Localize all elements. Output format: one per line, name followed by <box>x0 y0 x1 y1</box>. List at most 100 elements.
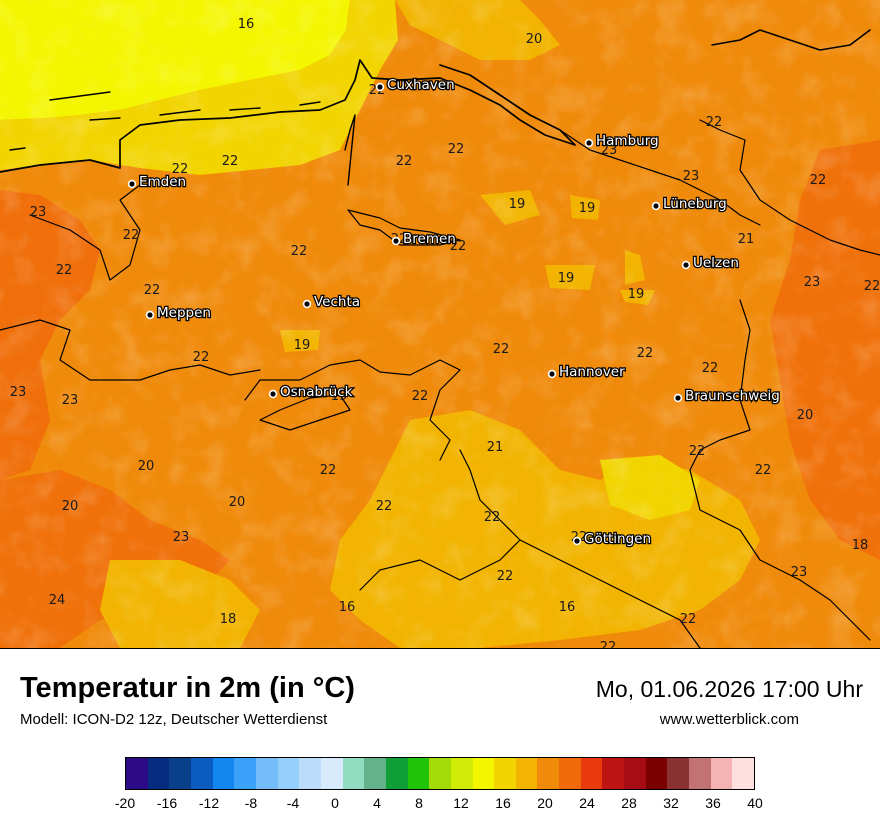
temp-value-label: 20 <box>138 459 155 474</box>
state-border-south2 <box>519 539 701 648</box>
temp-value-label: 22 <box>320 463 337 478</box>
temperature-values: 16 20 22 22 23 22 22 22 22 23 22 19 19 23 22 21 22 22 22 22… <box>10 17 880 648</box>
city-marker[interactable]: Hannover <box>547 363 626 381</box>
state-border-west <box>29 184 141 281</box>
legend-swatch <box>515 758 538 789</box>
temp-value-label: 22 <box>702 361 719 376</box>
legend-tick-label: 40 <box>747 795 763 811</box>
city-marker[interactable]: Cuxhaven <box>375 76 456 94</box>
legend-swatch <box>169 758 191 789</box>
legend-swatch <box>624 758 646 789</box>
temp-value-label: 19 <box>509 197 526 212</box>
legend-swatch <box>126 758 148 789</box>
bremen-border <box>347 209 461 246</box>
state-border-east2 <box>689 299 871 641</box>
city-marker[interactable]: Göttingen <box>572 530 652 548</box>
temp-value-label: 19 <box>579 201 596 216</box>
legend-swatch <box>710 758 733 789</box>
color-legend <box>125 757 755 790</box>
legend-swatch <box>234 758 256 789</box>
city-marker[interactable]: Uelzen <box>681 254 740 272</box>
temp-value-label: 18 <box>852 538 869 553</box>
temp-value-label: 22 <box>689 444 706 459</box>
temp-value-label: 23 <box>173 530 190 545</box>
city-label: Hamburg <box>596 133 659 149</box>
legend-tick-label: 28 <box>621 795 637 811</box>
legend-swatch <box>342 758 365 789</box>
city-dot <box>673 393 683 403</box>
legend-swatch <box>667 758 690 789</box>
river-elbe <box>559 129 761 226</box>
legend-swatch <box>277 758 300 789</box>
city-label: Emden <box>139 174 186 190</box>
temp-value-label: 22 <box>680 612 697 627</box>
temp-value-label: 23 <box>683 169 700 184</box>
legend-ticks: -20 -16 -12 -8 -4 0 4 8 12 16 20 24 28 32 36 40 <box>115 795 763 815</box>
legend-tick-label: 0 <box>331 795 339 811</box>
legend-tick-label: 20 <box>537 795 553 811</box>
temp-value-label: 23 <box>601 143 618 158</box>
legend-tick-label: 36 <box>705 795 721 811</box>
city-marker[interactable]: Braunschweig <box>673 387 781 405</box>
city-marker[interactable]: Lüneburg <box>651 195 728 213</box>
city-marker[interactable]: Hamburg <box>584 132 660 150</box>
forecast-datetime: Mo, 01.06.2026 17:00 Uhr <box>595 676 863 702</box>
legend-swatch <box>255 758 278 789</box>
temp-value-label: 22 <box>497 569 514 584</box>
field-texture <box>0 0 880 648</box>
temp-value-label: 22 <box>396 154 413 169</box>
temp-value-label: 22 <box>291 244 308 259</box>
city-dot <box>145 310 155 320</box>
temp-value-label: 20 <box>62 499 79 514</box>
legend-swatch <box>385 758 408 789</box>
city-marker[interactable]: Bremen <box>391 230 457 248</box>
temp-value-label: 22 <box>56 263 73 278</box>
legend-tick-label: 4 <box>373 795 381 811</box>
legend-tick-label: -12 <box>198 795 220 811</box>
city-marker[interactable]: Emden <box>127 173 187 191</box>
website-link[interactable]: www.wetterblick.com <box>659 711 799 728</box>
temp-value-label: 20 <box>797 408 814 423</box>
temp-value-label: 23 <box>30 205 47 220</box>
city-label: Hannover <box>559 364 625 380</box>
temp-value-label: 16 <box>238 17 255 32</box>
temp-value-label: 23 <box>10 385 27 400</box>
temp-value-label: 16 <box>559 600 576 615</box>
temp-value-label: 23 <box>804 275 821 290</box>
temp-value-label: 19 <box>294 338 311 353</box>
legend-swatch <box>472 758 495 789</box>
legend-swatch <box>212 758 235 789</box>
legend-swatch <box>299 758 321 789</box>
temp-value-label: 21 <box>738 232 755 247</box>
temp-value-label: 22 <box>493 342 510 357</box>
temp-value-label: 22 <box>412 389 429 404</box>
city-label: Bremen <box>403 231 456 247</box>
legend-swatch <box>364 758 386 789</box>
temperature-map[interactable]: 16 20 22 22 23 22 22 22 22 23 22 19 19 23 22 21 22 22 22 22… <box>0 0 880 649</box>
legend-swatch <box>580 758 603 789</box>
city-marker[interactable]: Osnabrück <box>268 383 354 401</box>
legend-swatch <box>732 758 755 789</box>
temp-value-label: 19 <box>558 271 575 286</box>
temp-value-label: 24 <box>49 593 66 608</box>
city-dot <box>375 82 385 92</box>
temp-value-label: 22 <box>755 463 772 478</box>
city-marker[interactable]: Vechta <box>302 293 361 311</box>
state-border-east <box>699 119 880 256</box>
temp-value-label: 22 <box>864 279 880 294</box>
city-label: Cuxhaven <box>387 77 455 93</box>
map-title: Temperatur in 2m (in °C) <box>20 672 355 704</box>
city-dot <box>651 201 661 211</box>
city-label: Osnabrück <box>280 384 353 400</box>
legend-tick-label: 8 <box>415 795 423 811</box>
city-dot <box>391 236 401 246</box>
temp-value-label: 22 <box>706 115 723 130</box>
temp-value-label: 19 <box>331 389 348 404</box>
temp-value-label: 23 <box>62 393 79 408</box>
city-marker[interactable]: Meppen <box>145 304 212 322</box>
city-label: Braunschweig <box>685 388 780 404</box>
city-markers: Cuxhaven Hamburg Emden Lüneburg Bremen Uelzen… <box>127 76 781 548</box>
state-border-south <box>359 449 521 591</box>
city-dot <box>681 260 691 270</box>
city-label: Meppen <box>157 305 211 321</box>
